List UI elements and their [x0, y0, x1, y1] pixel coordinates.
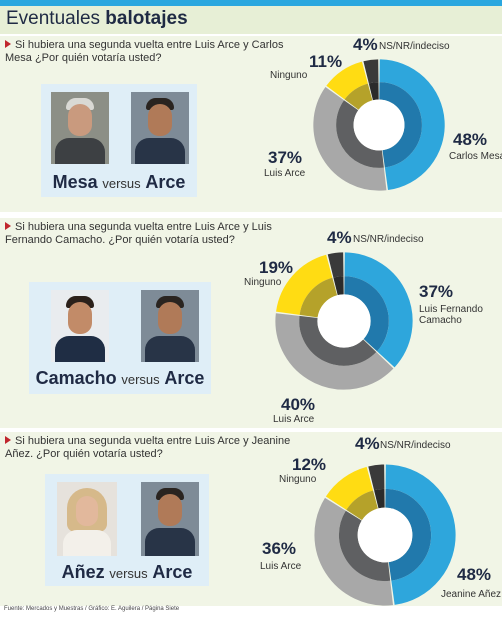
source-footer: Fuente: Mercados y Muestras / Gráfico: E…	[4, 606, 180, 612]
category-label: NS/NR/indeciso	[353, 234, 424, 245]
donut-slice-outer	[327, 252, 344, 278]
matchup-label: Camacho versus Arce	[35, 368, 205, 388]
pct-label: 37%	[419, 282, 454, 301]
donut-slice-outer	[313, 87, 387, 191]
question-text: Si hubiera una segunda vuelta entre Luis…	[5, 435, 291, 460]
pct-label: 4%	[355, 434, 380, 453]
arce-portrait-icon	[131, 92, 189, 164]
donut-slice-inner	[299, 315, 377, 366]
candidates-photo-card: Añez versus Arce	[45, 474, 209, 586]
donut-slice-outer	[275, 313, 394, 390]
donut-slice-inner	[299, 277, 338, 318]
question-bullet-icon	[5, 40, 11, 48]
question-text: Si hubiera una segunda vuelta entre Luis…	[5, 221, 272, 246]
donut-slice-inner	[346, 490, 379, 521]
anez-portrait-icon	[57, 482, 117, 556]
arce-portrait-icon	[141, 482, 199, 556]
title-light: Eventuales	[6, 8, 101, 29]
donut-slice-outer	[326, 61, 369, 100]
category-label: Jeanine Añez	[441, 589, 502, 600]
pct-label: 4%	[327, 228, 352, 247]
donut-slice-outer	[276, 254, 333, 316]
pct-label: 48%	[453, 130, 488, 149]
donut-slice-outer	[368, 464, 385, 491]
pct-label: 40%	[281, 395, 316, 414]
question-bullet-icon	[5, 222, 11, 230]
pct-label: 37%	[268, 148, 303, 167]
camacho-portrait-icon	[51, 290, 109, 362]
page-title: Eventuales balotajes	[6, 8, 188, 30]
donut-slice-inner	[384, 488, 432, 581]
donut-slice-inner	[333, 276, 344, 296]
candidates-photo-card: Mesa versus Arce	[41, 84, 197, 197]
category-label: Ninguno	[244, 277, 282, 288]
top-accent-bar	[0, 0, 502, 6]
donut-slice-outer	[314, 497, 393, 606]
donut-chart-camacho	[275, 252, 413, 390]
donut-slice-inner	[343, 276, 389, 352]
mesa-portrait-icon	[51, 92, 109, 164]
donut-slice-inner	[344, 83, 373, 111]
category-label: Ninguno	[279, 474, 317, 485]
category-label: Carlos Mesa	[449, 151, 502, 162]
matchup-label: Mesa versus Arce	[52, 172, 186, 192]
panel-divider	[0, 212, 502, 218]
pct-label: 4%	[353, 35, 378, 54]
category-label: Luis Arce	[260, 561, 302, 572]
category-label: Luis Arce	[264, 168, 306, 179]
pct-label: 48%	[457, 565, 492, 584]
category-label: Luis Fernando Camacho	[419, 304, 483, 326]
donut-slice-inner	[336, 100, 384, 168]
donut-hole	[353, 99, 405, 151]
donut-slice-inner	[378, 82, 422, 168]
candidates-photo-card: Camacho versus Arce	[29, 282, 211, 394]
donut-hole	[357, 507, 413, 563]
donut-slice-outer	[363, 59, 379, 84]
question-bullet-icon	[5, 436, 11, 444]
donut-slice-inner	[374, 488, 385, 509]
donut-slice-outer	[379, 59, 445, 191]
category-label: Ninguno	[270, 70, 308, 81]
donut-slice-inner	[368, 82, 379, 101]
poll-panel-camacho: Si hubiera una segunda vuelta entre Luis…	[0, 218, 502, 428]
arce-portrait-icon	[141, 290, 199, 362]
pct-label: 36%	[262, 539, 297, 558]
category-label: Luis Arce	[273, 414, 315, 425]
pct-label: 19%	[259, 258, 294, 277]
pct-label: 12%	[292, 455, 327, 474]
panel-divider	[0, 428, 502, 432]
donut-slice-outer	[344, 252, 413, 368]
donut-slice-inner	[338, 510, 391, 582]
matchup-label: Añez versus Arce	[61, 562, 193, 582]
donut-chart-anez	[314, 464, 456, 606]
pct-label: 11%	[309, 52, 343, 71]
title-bold: balotajes	[105, 8, 188, 29]
donut-hole	[317, 294, 371, 348]
poll-panel-mesa: Si hubiera una segunda vuelta entre Luis…	[0, 36, 502, 212]
donut-chart-mesa	[313, 59, 445, 191]
category-label: NS/NR/indeciso	[380, 440, 451, 451]
page-header: Eventuales balotajes	[0, 6, 502, 34]
category-label: NS/NR/indeciso	[379, 41, 450, 52]
question-text: Si hubiera una segunda vuelta entre Luis…	[5, 39, 284, 64]
donut-slice-outer	[325, 466, 374, 511]
donut-slice-outer	[385, 464, 456, 605]
